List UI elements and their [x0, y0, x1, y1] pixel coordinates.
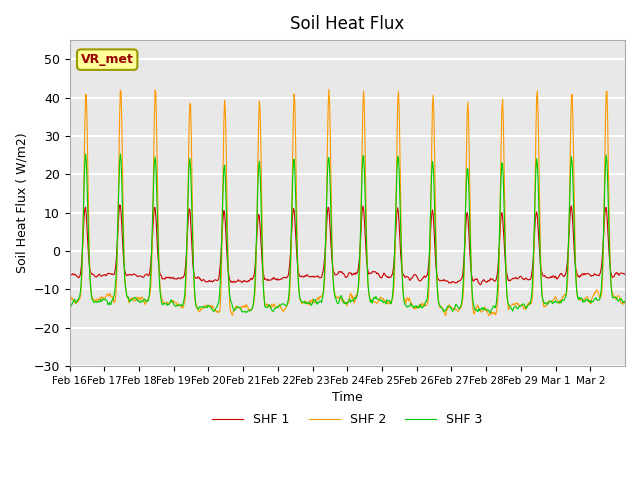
SHF 1: [282, 275, 290, 281]
SHF 3: [66, 300, 74, 306]
Line: SHF 3: SHF 3: [70, 154, 625, 313]
SHF 1: [234, 278, 241, 284]
SHF 2: [66, 297, 74, 302]
X-axis label: Time: Time: [332, 391, 363, 404]
SHF 1: [116, 202, 124, 208]
SHF 1: [621, 272, 629, 277]
SHF 3: [405, 304, 413, 310]
SHF 1: [66, 273, 74, 278]
SHF 1: [476, 282, 484, 288]
SHF 3: [486, 310, 494, 316]
SHF 3: [436, 303, 444, 309]
SHF 2: [436, 304, 444, 310]
SHF 2: [405, 295, 413, 301]
SHF 2: [233, 304, 241, 310]
SHF 3: [116, 151, 124, 157]
Legend: SHF 1, SHF 2, SHF 3: SHF 1, SHF 2, SHF 3: [207, 408, 488, 432]
Text: VR_met: VR_met: [81, 53, 134, 66]
SHF 1: [261, 276, 269, 282]
SHF 1: [132, 272, 140, 277]
SHF 3: [132, 295, 140, 301]
SHF 2: [282, 305, 289, 311]
SHF 2: [260, 298, 268, 303]
SHF 3: [261, 304, 269, 310]
SHF 2: [325, 86, 333, 92]
SHF 3: [621, 300, 629, 305]
SHF 3: [234, 304, 241, 310]
SHF 2: [621, 300, 629, 306]
SHF 2: [442, 312, 449, 318]
Y-axis label: Soil Heat Flux ( W/m2): Soil Heat Flux ( W/m2): [15, 132, 28, 273]
SHF 3: [282, 303, 290, 309]
SHF 1: [436, 278, 444, 284]
SHF 2: [131, 297, 139, 303]
SHF 1: [405, 276, 413, 282]
Line: SHF 1: SHF 1: [70, 205, 625, 285]
Line: SHF 2: SHF 2: [70, 89, 625, 315]
Title: Soil Heat Flux: Soil Heat Flux: [290, 15, 404, 33]
